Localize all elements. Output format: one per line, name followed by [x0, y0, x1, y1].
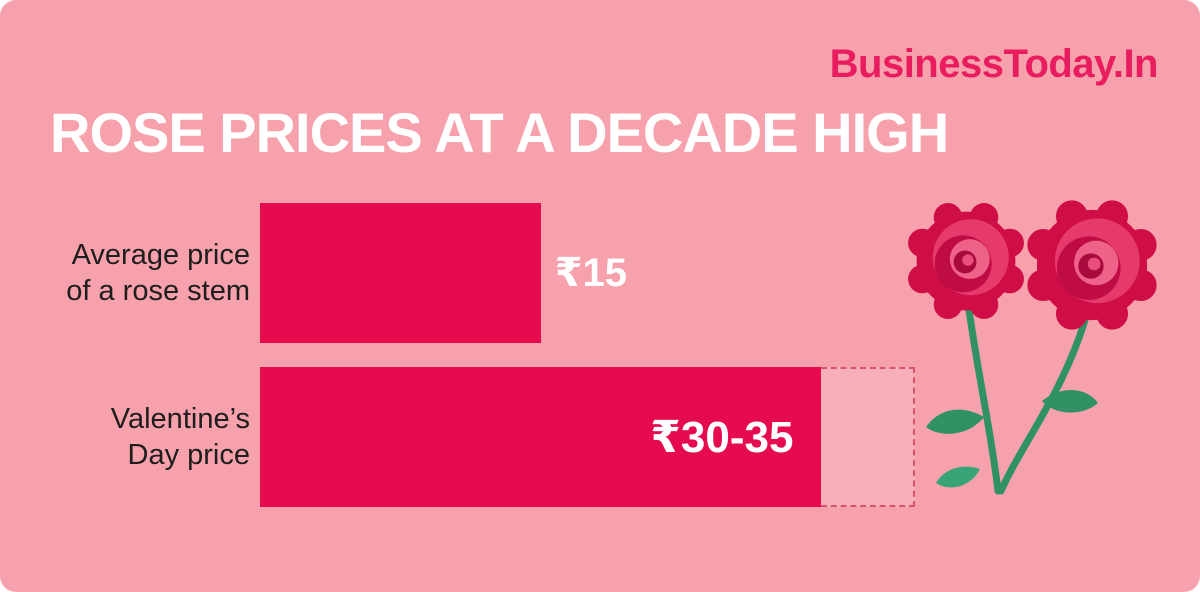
- bar-dashed-extension: [821, 367, 915, 507]
- bar-chart: Average price of a rose stem ₹15 Valenti…: [0, 203, 930, 531]
- bar-track: ₹30-35: [260, 367, 915, 507]
- row-label-line: of a rose stem: [66, 275, 250, 307]
- rose-bloom: [908, 203, 1024, 319]
- row-label-line: Valentine’s: [110, 402, 250, 435]
- chart-row-average-price: Average price of a rose stem ₹15: [0, 203, 930, 343]
- bar-track: ₹15: [260, 203, 915, 343]
- row-label-valentines-price: Valentine’s Day price: [0, 367, 250, 507]
- rose-bloom: [1027, 200, 1157, 330]
- bar-value-label: ₹30-35: [650, 412, 794, 462]
- rose-stem: [997, 316, 1089, 495]
- bar-solid: ₹30-35: [260, 367, 822, 507]
- rose-stem: [964, 299, 1002, 495]
- brand-logo: BusinessToday.In: [829, 42, 1159, 86]
- row-label-average-price: Average price of a rose stem: [0, 203, 250, 343]
- leaf-icon: [926, 409, 984, 434]
- bar-value-label: ₹15: [554, 251, 628, 295]
- chart-title: ROSE PRICES AT A DECADE HIGH: [50, 101, 949, 164]
- row-label-line: Day price: [127, 439, 251, 471]
- bar-solid: [260, 203, 541, 343]
- row-label-line: Average price: [71, 238, 250, 271]
- leaf-icon: [1042, 389, 1098, 413]
- chart-row-valentines-price: Valentine’s Day price ₹30-35: [0, 367, 930, 507]
- leaf-icon: [936, 466, 980, 488]
- roses-icon: [908, 200, 1157, 495]
